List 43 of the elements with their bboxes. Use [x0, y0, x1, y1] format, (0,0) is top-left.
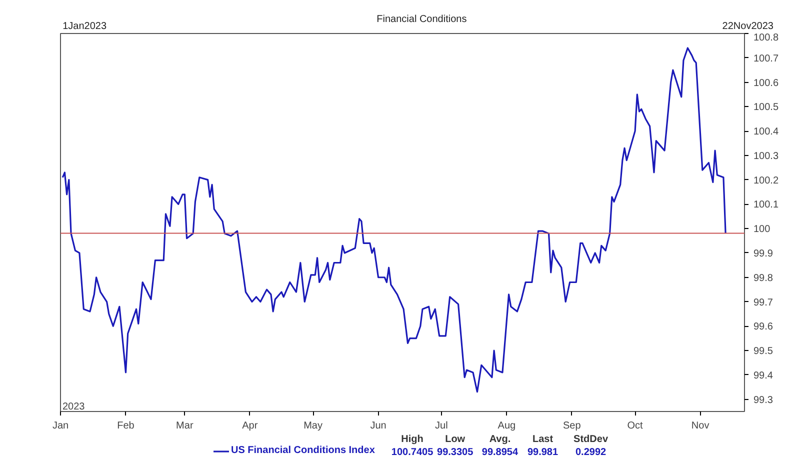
y-tick-label: 99.8: [754, 272, 774, 284]
annotation: 2023: [62, 402, 86, 412]
y-tick-label: 100.6: [754, 78, 779, 89]
text: High: [401, 434, 424, 445]
y-tick-label: 100.1: [754, 200, 779, 211]
text: 99.8954: [482, 447, 518, 458]
x-tick-label: Feb: [117, 420, 135, 432]
line-series: [62, 47, 726, 393]
y-tick-label: 99.4: [754, 370, 774, 382]
x-tick-label: May: [304, 420, 323, 432]
text: 22Nov2023: [722, 21, 774, 32]
x-tick-label: Mar: [176, 420, 194, 432]
x-tick-label: Jul: [435, 420, 448, 432]
x-tick-label: Sep: [563, 420, 582, 432]
text: 1Jan2023: [62, 21, 107, 32]
y-tick-label: 100.2: [754, 175, 779, 186]
y-tick-label: 99.5: [754, 346, 774, 358]
text: 99.3305: [437, 447, 474, 458]
y-tick-label: 100.4: [754, 126, 779, 138]
y-tick-label: 99.7: [754, 297, 774, 308]
x-tick-label: Jun: [370, 420, 386, 432]
x-tick-label: Jan: [52, 420, 69, 432]
text: StdDev: [574, 434, 608, 445]
x-tick-label: Oct: [627, 420, 644, 432]
y-tick-label: 100.7: [754, 53, 779, 64]
text: Avg.: [489, 434, 511, 445]
text: 0.2992: [575, 447, 607, 458]
y-tick-label: 100: [754, 224, 771, 236]
x-tick-label: Nov: [691, 420, 710, 432]
x-tick-label: Aug: [498, 420, 516, 432]
text: 99.981: [527, 447, 558, 458]
text: Last: [532, 434, 554, 445]
x-tick-label: Apr: [242, 420, 258, 432]
y-tick-label: 99.3: [754, 394, 774, 406]
legend-label: US Financial Conditions Index: [231, 445, 375, 456]
text: Low: [445, 434, 466, 445]
y-tick-label: 99.9: [754, 248, 774, 260]
y-tick-label: 100.5: [754, 102, 779, 114]
text: 100.7405: [391, 447, 434, 458]
y-tick-label: 100.3: [754, 150, 779, 162]
y-tick-label: 100.8: [754, 32, 779, 44]
y-tick-label: 99.6: [754, 322, 774, 333]
chart-title: Financial Conditions: [376, 14, 467, 25]
